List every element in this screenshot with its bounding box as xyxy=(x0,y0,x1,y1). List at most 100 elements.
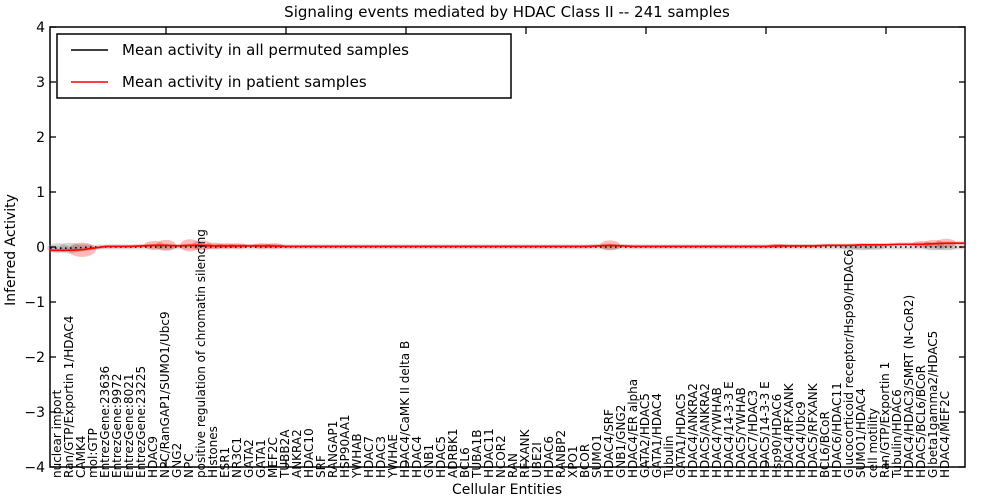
x-category-label: HDAC10 xyxy=(302,428,316,478)
x-category-label: HDAC5 xyxy=(434,436,448,478)
x-category-label: NR3C1 xyxy=(230,437,244,478)
x-category-label: GATA1 xyxy=(254,439,268,478)
y-tick-label: −2 xyxy=(24,350,45,366)
x-category-label: HDAC5/14-3-3 E xyxy=(758,381,772,478)
x-category-label: BCL6/BCoR xyxy=(818,411,832,478)
x-category-label: HDAC7/HDAC3 xyxy=(746,390,760,478)
x-category-label: HDAC5/RFXANK xyxy=(806,382,820,478)
y-tick-labels: 4 3 2 1 0 −1 −2 −3 −4 xyxy=(24,20,45,476)
x-category-label: HDAC4/14-3-3 E xyxy=(722,381,736,478)
x-category-label: NPC/RanGAP1/SUMO1/Ubc9 xyxy=(158,311,172,478)
x-category-label: Histones xyxy=(206,426,220,478)
legend-label-patient: Mean activity in patient samples xyxy=(122,73,367,91)
x-category-label: Glucocorticoid receptor/Hsp90/HDAC6 xyxy=(842,249,856,478)
x-category-label: GATA1/HDAC5 xyxy=(674,393,688,478)
x-category-label: Hsp90/HDAC6 xyxy=(770,394,784,478)
x-category-label: SUMO1/HDAC4 xyxy=(854,388,868,478)
x-category-label: SRF xyxy=(314,455,328,478)
x-axis-label: Cellular Entities xyxy=(452,482,562,498)
x-category-label: BCL6 xyxy=(458,447,472,478)
y-tick-label: 4 xyxy=(36,20,45,36)
y-tick-label: 0 xyxy=(36,240,45,256)
x-category-label: HDAC5/BCL6/BCoR xyxy=(914,365,928,478)
x-category-label: HDAC5/ANKRA2 xyxy=(698,383,712,478)
x-category-label: ADRBK1 xyxy=(446,428,460,478)
x-category-label: HDAC4/SRF xyxy=(602,409,616,478)
x-category-label: ESR1 xyxy=(218,447,232,478)
y-tick-label: 2 xyxy=(36,130,45,146)
x-category-label: G beta1gamma2/HDAC5 xyxy=(926,331,940,478)
x-category-label: Ran/GTP/Exportin 1 xyxy=(878,362,892,478)
x-category-label: HDAC4/ER alpha xyxy=(626,379,640,478)
x-category-label: GATA1/HDAC4 xyxy=(650,393,664,478)
patient-series-line xyxy=(50,242,965,252)
legend-label-permuted: Mean activity in all permuted samples xyxy=(122,41,409,59)
x-category-label: EntrezGene:23225 xyxy=(134,366,148,478)
x-category-label: RAN xyxy=(506,453,520,478)
x-category-label: CAMK4 xyxy=(74,436,88,478)
x-category-label: GNG2 xyxy=(170,443,184,478)
series-lines xyxy=(50,242,965,252)
y-tick-label: −3 xyxy=(24,405,45,421)
x-category-label: YWHAE xyxy=(386,434,400,479)
x-category-label: mol:GTP xyxy=(86,428,100,478)
x-category-label: GATA2/HDAC5 xyxy=(638,393,652,478)
legend-box xyxy=(56,33,512,99)
x-category-label: ANKRA2 xyxy=(290,429,304,478)
x-category-label: HDAC5/YWHAB xyxy=(734,387,748,478)
x-category-label: UBE2I xyxy=(530,442,544,478)
x-category-label: MEF2C xyxy=(266,437,280,478)
x-category-label: Tubulin/HDAC6 xyxy=(890,389,904,479)
x-category-label: YWHAB xyxy=(350,433,364,479)
y-tick-label: −1 xyxy=(24,295,45,311)
axis-ticks xyxy=(50,26,965,468)
x-category-label: RFXANK xyxy=(518,428,532,478)
x-category-label: HDAC4/HDAC3/SMRT (N-CoR2) xyxy=(902,295,916,478)
x-category-label: BCOR xyxy=(578,444,592,478)
x-category-label: positive regulation of chromatin silenci… xyxy=(194,229,208,478)
y-tick-label: −4 xyxy=(24,460,45,476)
x-category-label: HDAC4/ANKRA2 xyxy=(686,383,700,478)
x-category-label: HDAC4/YWHAB xyxy=(710,387,724,478)
x-category-label: RANBP2 xyxy=(554,430,568,478)
x-category-label: HDAC4/RFXANK xyxy=(782,382,796,478)
y-tick-label: 1 xyxy=(36,185,45,201)
x-category-label: HSP90AA1 xyxy=(338,414,352,478)
chart-title: Signaling events mediated by HDAC Class … xyxy=(284,3,730,21)
x-category-label: GATA2 xyxy=(242,439,256,478)
x-category-label: NCOR2 xyxy=(494,435,508,478)
x-category-label: HDAC4/Ubc9 xyxy=(794,401,808,478)
x-category-label: HDAC7 xyxy=(362,436,376,478)
permuted-series-line xyxy=(50,246,965,249)
x-category-label: XPO1 xyxy=(566,445,580,478)
x-category-label: HDAC4/CaMK II delta B xyxy=(398,341,412,478)
x-category-label: Tubulin xyxy=(662,435,676,479)
x-category-label: SUMO1 xyxy=(590,434,604,478)
permuted-distribution-blob xyxy=(923,243,945,251)
x-category-label: HDAC6/HDAC11 xyxy=(830,382,844,478)
y-tick-label: 3 xyxy=(36,75,45,91)
x-category-label: EntrezGene:8021 xyxy=(122,374,136,479)
x-category-label: GNB1/GNG2 xyxy=(614,405,628,478)
x-category-label: TUBA1B xyxy=(470,430,484,479)
x-category-label: GNB1 xyxy=(422,444,436,478)
x-category-label: HDAC4 xyxy=(410,436,424,478)
x-category-label: TUBB2A xyxy=(278,429,292,479)
x-category-label: HDAC6 xyxy=(542,436,556,478)
x-category-label: NPC xyxy=(182,453,196,478)
x-category-label: HDAC3 xyxy=(374,436,388,478)
x-category-label: Ran/GTP/Exportin 1/HDAC4 xyxy=(62,316,76,478)
permuted-distribution-blob xyxy=(863,244,885,250)
x-category-label: HDAC9 xyxy=(146,436,160,478)
x-category-label: EntrezGene:9972 xyxy=(110,374,124,479)
legend: Mean activity in all permuted samples Me… xyxy=(56,33,512,99)
x-category-label: HDAC11 xyxy=(482,428,496,478)
y-axis-label: Inferred Activity xyxy=(3,194,19,306)
x-category-label: nuclear import xyxy=(50,389,64,478)
x-category-label: HDAC4/MEF2C xyxy=(938,391,952,478)
x-category-label: cell motility xyxy=(866,408,880,478)
x-category-label: RANGAP1 xyxy=(326,421,340,478)
